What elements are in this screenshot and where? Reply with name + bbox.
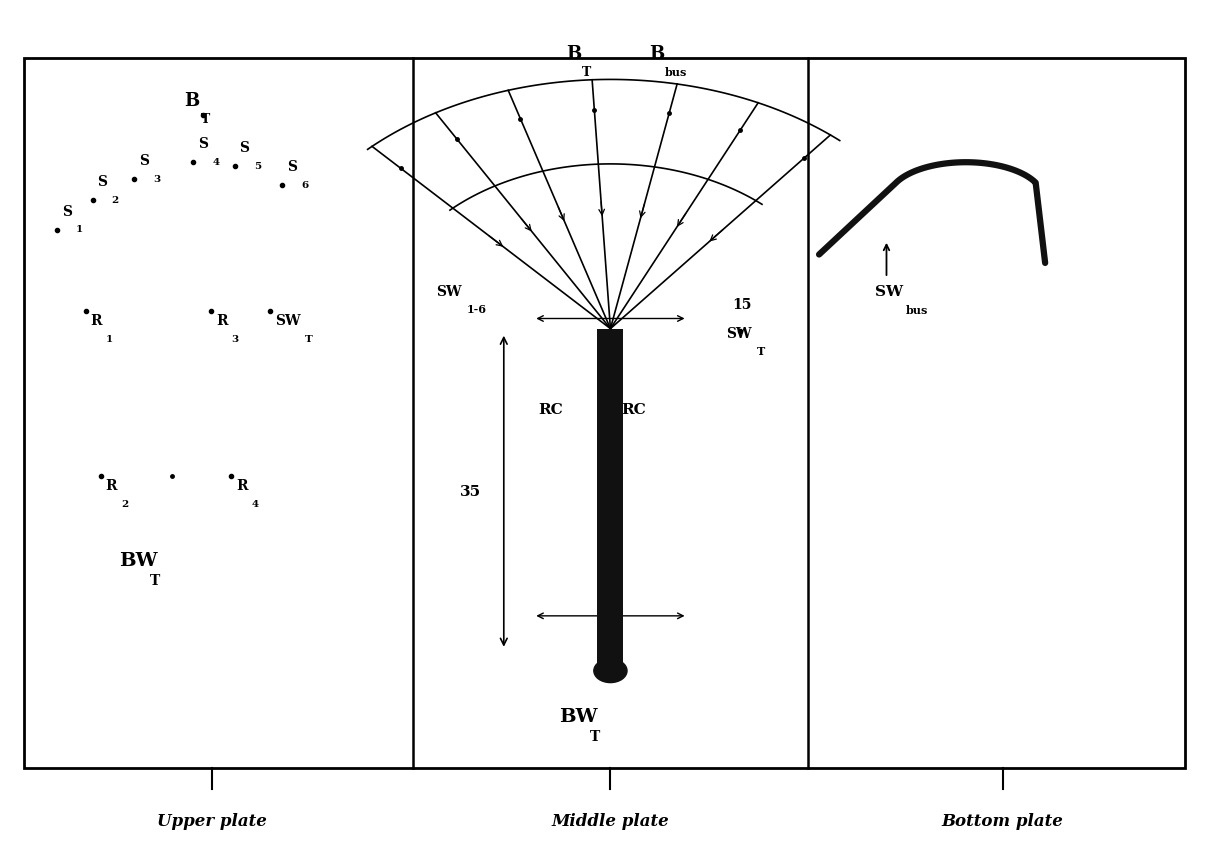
Text: bus: bus — [665, 67, 687, 78]
Text: T: T — [582, 66, 591, 79]
Text: BW: BW — [118, 552, 157, 569]
Text: 1-6: 1-6 — [467, 303, 487, 314]
Text: RC: RC — [621, 403, 646, 417]
Text: B: B — [184, 91, 199, 109]
Text: T: T — [305, 335, 312, 344]
Text: S: S — [139, 154, 149, 168]
Bar — [24, 59, 1185, 768]
Text: T: T — [150, 573, 160, 587]
Text: B: B — [567, 46, 582, 63]
Text: 1: 1 — [105, 335, 112, 344]
Text: R: R — [216, 314, 227, 328]
Ellipse shape — [594, 660, 627, 683]
Bar — [597, 329, 624, 671]
Text: 3: 3 — [231, 335, 238, 344]
Text: 5: 5 — [254, 162, 261, 171]
Text: bus: bus — [906, 305, 927, 316]
Text: SW: SW — [874, 284, 903, 299]
Text: 35: 35 — [461, 485, 481, 499]
Text: S: S — [287, 159, 297, 174]
Text: 3: 3 — [154, 175, 161, 183]
Text: 15: 15 — [733, 297, 752, 311]
Text: SW: SW — [727, 326, 752, 341]
Text: Middle plate: Middle plate — [551, 812, 670, 829]
Text: 1: 1 — [76, 226, 83, 234]
Text: BW: BW — [560, 708, 598, 726]
Text: S: S — [239, 141, 249, 155]
Text: 6: 6 — [301, 181, 308, 189]
Text: SW: SW — [276, 314, 301, 328]
Text: S: S — [98, 175, 108, 189]
Text: R: R — [236, 479, 248, 492]
Text: 2: 2 — [111, 195, 118, 205]
Text: 4: 4 — [213, 158, 220, 167]
Text: T: T — [590, 729, 601, 743]
Text: R: R — [91, 314, 102, 328]
Text: S: S — [198, 137, 208, 151]
Text: B: B — [649, 46, 665, 63]
Text: 4: 4 — [251, 499, 259, 509]
Text: T: T — [201, 113, 209, 126]
Text: 2: 2 — [121, 499, 128, 509]
Text: R: R — [105, 479, 117, 492]
Text: SW: SW — [436, 284, 462, 299]
Text: T: T — [757, 345, 765, 356]
Text: Bottom plate: Bottom plate — [942, 812, 1064, 829]
Text: Upper plate: Upper plate — [157, 812, 267, 829]
Text: RC: RC — [538, 403, 563, 417]
Text: S: S — [62, 204, 71, 219]
